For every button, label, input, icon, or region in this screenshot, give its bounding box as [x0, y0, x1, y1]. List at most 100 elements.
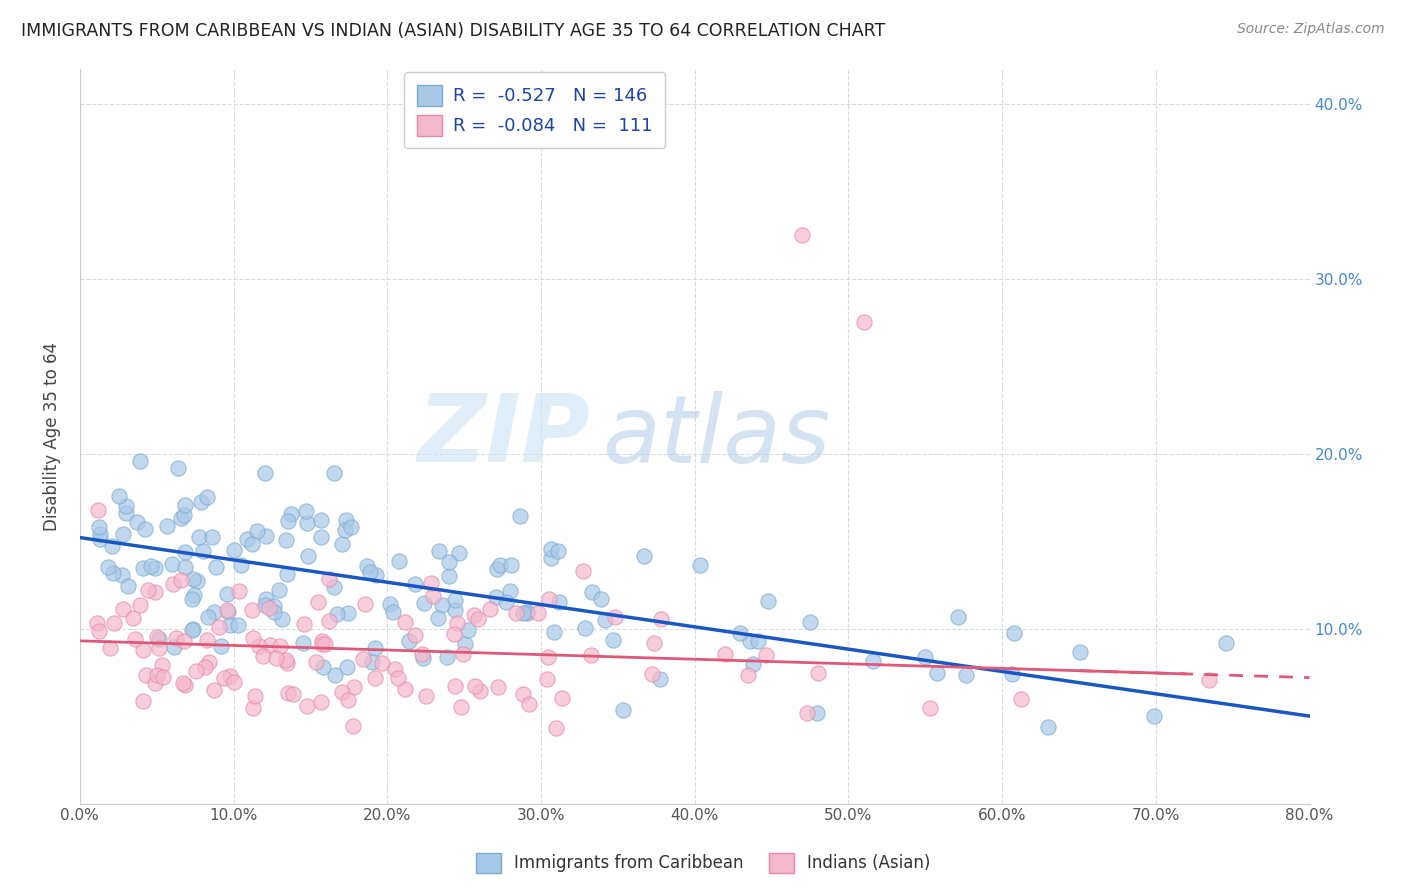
Point — [181, 592, 204, 607]
Point — [269, 582, 291, 597]
Point — [295, 504, 318, 518]
Point — [135, 668, 157, 682]
Point — [89, 533, 111, 547]
Point — [89, 527, 111, 541]
Point — [342, 719, 364, 733]
Point — [124, 632, 146, 646]
Point — [437, 569, 460, 583]
Point — [543, 625, 565, 640]
Point — [190, 494, 212, 508]
Point — [174, 498, 197, 512]
Point — [254, 591, 277, 606]
Point — [612, 702, 634, 716]
Point — [633, 549, 655, 564]
Point — [183, 623, 205, 637]
Point — [450, 700, 472, 714]
Point — [218, 617, 240, 632]
Point — [454, 637, 477, 651]
Point — [132, 694, 155, 708]
Point — [101, 566, 124, 580]
Point — [394, 681, 416, 696]
Point — [247, 639, 270, 653]
Point — [132, 643, 155, 657]
Point — [486, 680, 509, 694]
Point — [946, 610, 969, 624]
Point — [714, 648, 737, 662]
Point — [254, 529, 277, 543]
Point — [295, 516, 318, 531]
Point — [1036, 720, 1059, 734]
Point — [547, 595, 569, 609]
Point — [444, 603, 467, 617]
Text: Source: ZipAtlas.com: Source: ZipAtlas.com — [1237, 22, 1385, 37]
Point — [103, 615, 125, 630]
Point — [1215, 636, 1237, 650]
Point — [277, 514, 299, 528]
Point — [364, 640, 387, 655]
Point — [602, 633, 624, 648]
Point — [463, 608, 485, 623]
Point — [796, 706, 818, 720]
Point — [274, 533, 297, 547]
Point — [208, 620, 231, 634]
Point — [276, 657, 298, 671]
Point — [263, 599, 285, 613]
Point — [229, 558, 252, 573]
Point — [226, 618, 249, 632]
Point — [318, 614, 340, 628]
Point — [509, 509, 531, 524]
Point — [242, 632, 264, 646]
Point — [297, 549, 319, 563]
Point — [650, 612, 672, 626]
Point — [326, 607, 349, 622]
Point — [806, 706, 828, 721]
Point — [186, 574, 208, 588]
Point — [955, 668, 977, 682]
Point — [125, 515, 148, 529]
Point — [747, 634, 769, 648]
Point — [1198, 673, 1220, 687]
Point — [146, 631, 169, 645]
Point — [495, 595, 517, 609]
Point — [540, 541, 562, 556]
Point — [173, 545, 195, 559]
Text: ZIP: ZIP — [418, 390, 591, 482]
Point — [648, 673, 671, 687]
Point — [343, 680, 366, 694]
Point — [309, 512, 332, 526]
Point — [479, 602, 502, 616]
Point — [209, 639, 232, 653]
Point — [451, 648, 474, 662]
Point — [222, 543, 245, 558]
Point — [184, 664, 207, 678]
Point — [246, 524, 269, 538]
Point — [128, 453, 150, 467]
Point — [415, 689, 437, 703]
Point — [314, 637, 336, 651]
Point — [236, 532, 259, 546]
Point — [115, 506, 138, 520]
Point — [202, 605, 225, 619]
Point — [485, 590, 508, 604]
Point — [360, 656, 382, 670]
Point — [325, 668, 347, 682]
Point — [591, 592, 613, 607]
Point — [172, 676, 194, 690]
Point — [132, 561, 155, 575]
Point — [738, 634, 761, 648]
Point — [1143, 709, 1166, 723]
Point — [201, 530, 224, 544]
Point — [162, 558, 184, 572]
Point — [512, 687, 534, 701]
Point — [517, 697, 540, 711]
Point — [574, 621, 596, 635]
Point — [359, 566, 381, 580]
Point — [792, 227, 814, 242]
Point — [398, 634, 420, 648]
Point — [852, 315, 875, 329]
Point — [467, 612, 489, 626]
Point — [276, 653, 298, 667]
Point — [217, 603, 239, 617]
Point — [330, 685, 353, 699]
Point — [339, 520, 361, 534]
